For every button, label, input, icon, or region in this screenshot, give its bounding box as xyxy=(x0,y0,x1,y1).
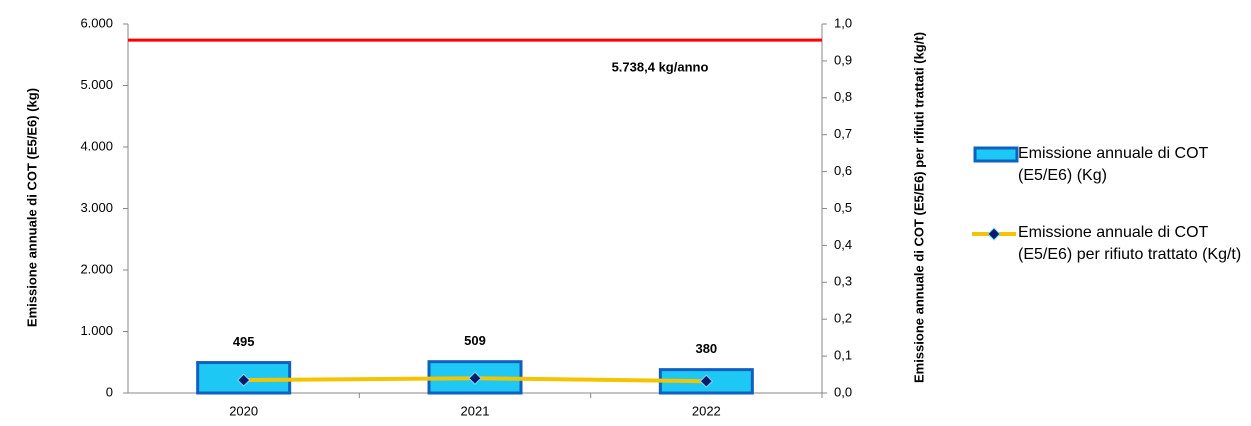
data-label: 380 xyxy=(695,341,717,356)
marker xyxy=(236,373,251,387)
legend-swatch xyxy=(973,146,1019,163)
y-tick-label: 3.000 xyxy=(80,200,113,215)
y-tick-label: 5.000 xyxy=(80,77,113,92)
x-tick-label: 2020 xyxy=(229,403,258,418)
y2-tick-label: 0,9 xyxy=(834,52,852,67)
y2-tick-label: 0,4 xyxy=(834,237,852,252)
marker xyxy=(699,374,714,388)
reference-label: 5.738,4 kg/anno xyxy=(612,60,709,75)
y-tick-label: 0 xyxy=(106,384,113,399)
y2-tick-label: 0,3 xyxy=(834,274,852,289)
y2-tick-label: 1,0 xyxy=(834,15,852,30)
y2-tick-label: 0,2 xyxy=(834,311,852,326)
y2-tick-label: 0,7 xyxy=(834,126,852,141)
marker xyxy=(468,371,482,385)
x-tick-label: 2022 xyxy=(692,403,721,418)
legend-marker xyxy=(987,227,1001,241)
y-tick-label: 2.000 xyxy=(80,261,113,276)
y-tick-label: 6.000 xyxy=(80,15,113,30)
y2-tick-label: 0,6 xyxy=(834,163,852,178)
legend-label: Emissione annuale di COT (E5/E6) (Kg) xyxy=(1018,145,1209,184)
y2-tick-label: 0,0 xyxy=(834,384,852,399)
y2-tick-label: 0,5 xyxy=(834,200,852,215)
legend-label: Emissione annuale di COT (E5/E6) per rif… xyxy=(1018,224,1242,263)
y-axis-title: Emissione annuale di COT (E5/E6) (kg) xyxy=(24,87,40,328)
data-label: 495 xyxy=(233,334,255,349)
y2-tick-label: 0,1 xyxy=(834,348,852,363)
y-tick-label: 4.000 xyxy=(80,138,113,153)
data-label: 509 xyxy=(464,333,486,348)
x-tick-label: 2021 xyxy=(461,403,490,418)
y2-tick-label: 0,8 xyxy=(834,89,852,104)
y2-axis-title: Emissione annuale di COT (E5/E6) per rif… xyxy=(911,31,927,384)
y-tick-label: 1.000 xyxy=(80,323,113,338)
